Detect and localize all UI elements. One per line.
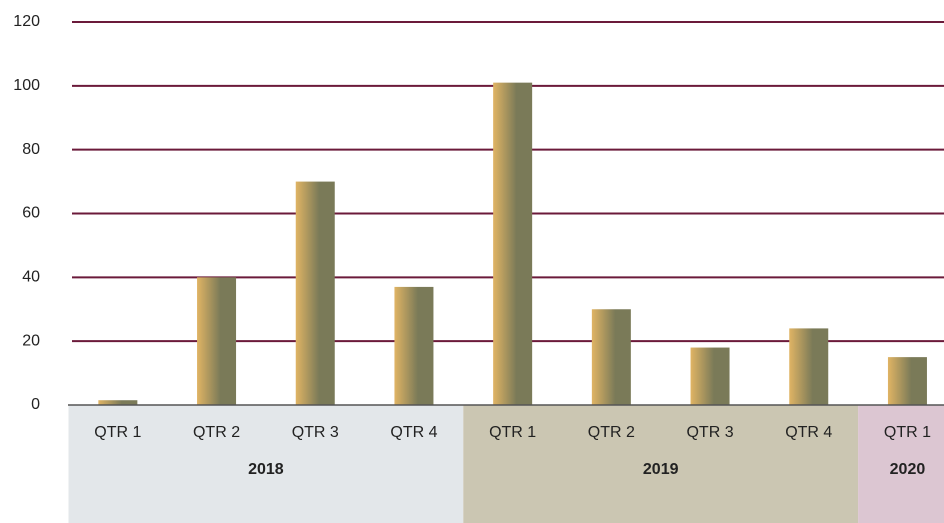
bar (493, 82, 533, 406)
x-tick-label: QTR 1 (884, 424, 931, 441)
y-tick-label: 20 (22, 332, 40, 349)
bar (98, 400, 138, 405)
group-label: 2018 (248, 461, 284, 478)
y-tick-label: 0 (31, 396, 40, 413)
group-label: 2020 (890, 461, 926, 478)
bar (690, 347, 730, 405)
x-tick-label: QTR 1 (94, 424, 141, 441)
group-background (463, 405, 859, 523)
x-tick-label: QTR 4 (390, 424, 437, 441)
bar (295, 181, 335, 405)
x-tick-label: QTR 4 (785, 424, 832, 441)
y-tick-label: 60 (22, 205, 40, 222)
x-tick-label: QTR 1 (489, 424, 536, 441)
bar (591, 309, 631, 405)
group-background (68, 405, 464, 523)
group-label: 2019 (643, 461, 679, 478)
bar (394, 286, 434, 405)
x-tick-label: QTR 3 (292, 424, 339, 441)
bar (789, 328, 829, 405)
x-tick-label: QTR 2 (193, 424, 240, 441)
group-background (858, 405, 944, 523)
y-tick-label: 80 (22, 141, 40, 158)
x-tick-label: QTR 3 (686, 424, 733, 441)
x-tick-label: QTR 2 (588, 424, 635, 441)
y-tick-label: 100 (13, 77, 40, 94)
bar (197, 277, 237, 405)
bar (887, 357, 927, 405)
y-tick-label: 40 (22, 269, 40, 286)
y-tick-label: 120 (13, 13, 40, 30)
